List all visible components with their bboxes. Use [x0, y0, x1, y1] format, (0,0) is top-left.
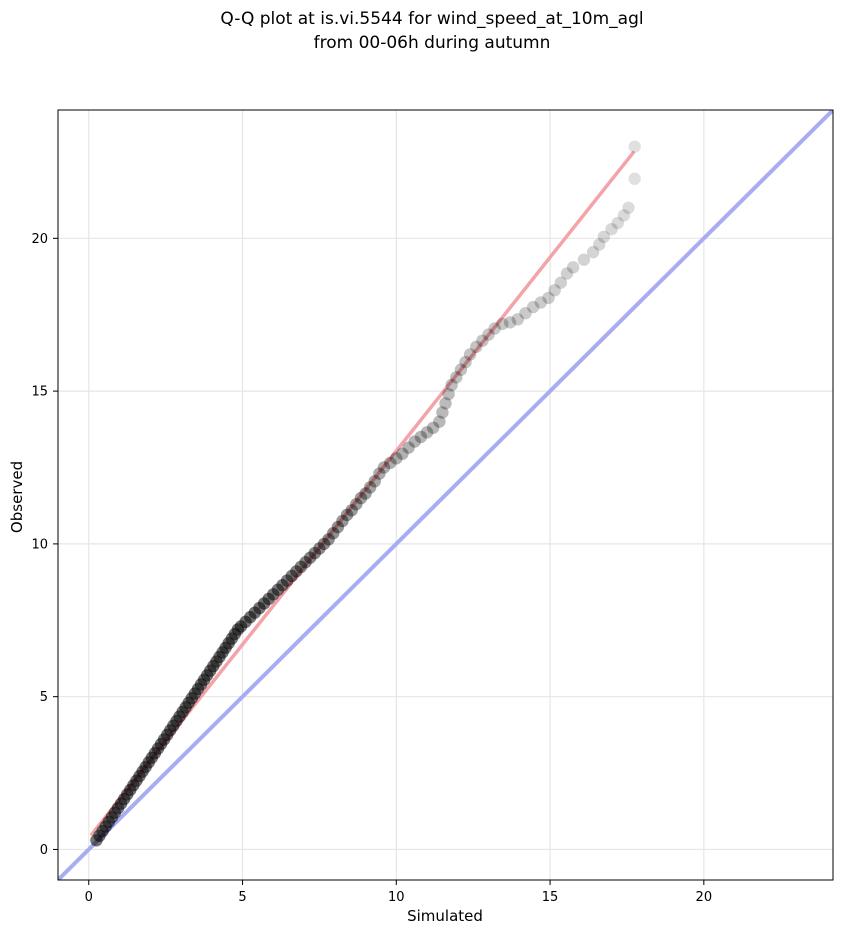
data-point — [470, 340, 483, 354]
identity-line-group — [58, 110, 833, 880]
data-point — [597, 230, 611, 244]
data-point — [299, 556, 312, 569]
data-point — [622, 201, 635, 214]
data-point — [390, 452, 403, 465]
y-tick-label: 20 — [31, 232, 48, 247]
x-tick-label: 20 — [696, 890, 713, 905]
data-point — [611, 216, 624, 230]
data-point — [519, 306, 532, 320]
data-point — [548, 284, 561, 297]
data-point — [363, 481, 377, 494]
data-point — [408, 435, 421, 448]
data-point — [605, 222, 618, 236]
data-point — [542, 291, 555, 305]
data-point — [426, 421, 440, 434]
data-point — [442, 387, 455, 401]
data-point — [331, 520, 345, 534]
data-point — [340, 508, 354, 522]
data-point — [554, 276, 568, 289]
data-point — [303, 551, 317, 564]
data-point — [459, 355, 472, 369]
y-tick-label: 0 — [40, 843, 48, 858]
data-point — [476, 334, 489, 347]
x-tick-label: 15 — [542, 890, 559, 905]
x-tick-label: 10 — [388, 890, 405, 905]
data-point — [436, 406, 449, 419]
data-point — [336, 514, 349, 528]
data-point — [503, 316, 517, 329]
data-point — [526, 300, 540, 314]
data-point — [308, 546, 321, 560]
data-point — [354, 491, 368, 505]
identity-line — [58, 110, 833, 880]
data-point — [350, 497, 363, 511]
data-point — [482, 328, 495, 341]
data-point — [488, 322, 501, 335]
data-point — [285, 569, 298, 583]
data-point — [433, 415, 446, 428]
x-axis-label: Simulated — [407, 907, 483, 925]
data-point — [439, 397, 452, 410]
data-point — [317, 537, 331, 551]
data-point — [617, 209, 631, 222]
data-point — [345, 504, 358, 517]
data-point — [628, 140, 641, 153]
data-point — [396, 447, 409, 460]
data-point — [534, 296, 548, 309]
data-point — [322, 533, 335, 546]
x-tick-label: 5 — [238, 890, 246, 905]
y-tick-label: 5 — [40, 690, 48, 705]
data-point — [450, 371, 463, 384]
data-point — [373, 467, 386, 480]
x-axis: 0 5 10 15 20 — [85, 880, 712, 905]
data-point — [511, 313, 524, 326]
data-point — [290, 565, 303, 578]
chart-subtitle: from 00-06h during autumn — [314, 33, 551, 53]
data-point — [313, 542, 326, 555]
data-point — [420, 426, 434, 439]
data-point — [593, 238, 606, 251]
data-point — [359, 487, 372, 500]
data-point — [377, 461, 391, 474]
data-point — [566, 261, 580, 274]
points-group — [90, 140, 641, 847]
data-point — [628, 172, 641, 185]
y-axis-label: Observed — [8, 461, 26, 533]
y-tick-label: 10 — [31, 537, 48, 552]
data-point — [577, 253, 591, 266]
data-point — [414, 430, 428, 444]
data-point — [445, 378, 458, 392]
data-point — [327, 526, 340, 540]
data-point — [560, 267, 574, 280]
data-point — [496, 317, 509, 331]
data-point — [383, 456, 397, 470]
data-point — [368, 475, 381, 488]
data-point — [454, 363, 468, 376]
data-point — [586, 245, 600, 259]
y-axis: 0 5 10 15 20 — [31, 232, 58, 858]
data-point — [463, 348, 477, 361]
chart-title: Q-Q plot at is.vi.5544 for wind_speed_at… — [220, 9, 643, 29]
data-point — [402, 441, 415, 454]
y-tick-label: 15 — [31, 385, 48, 400]
data-point — [294, 560, 308, 574]
plot-frame — [57, 109, 834, 881]
x-tick-label: 0 — [85, 890, 93, 905]
